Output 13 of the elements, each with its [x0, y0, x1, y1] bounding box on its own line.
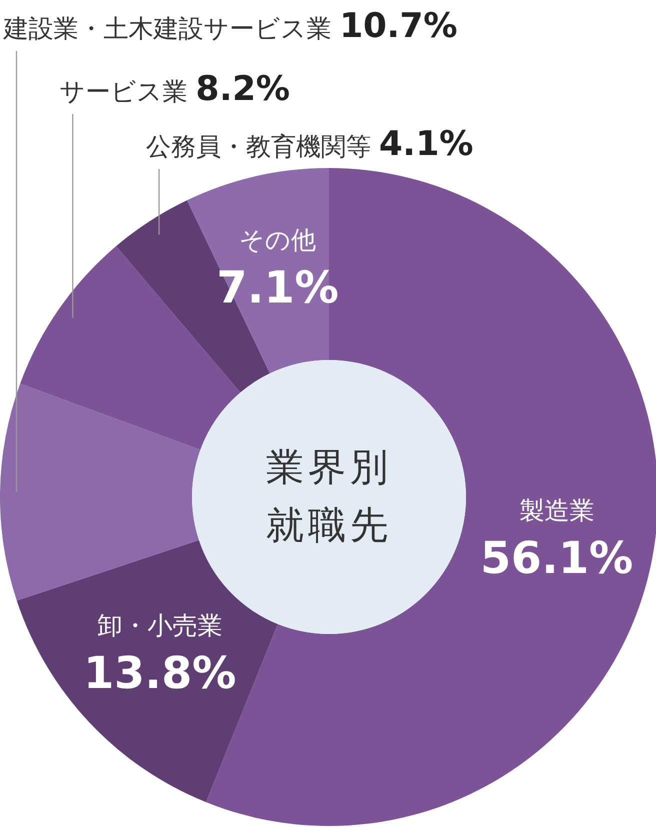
- data-label: 4.1%: [379, 124, 474, 164]
- slice-label: サービス業: [60, 77, 196, 106]
- data-label: 56.1%: [480, 533, 634, 584]
- slice-label: 建設業・土木建設サービス業: [2, 14, 340, 43]
- data-label: 13.8%: [84, 648, 236, 699]
- data-label: 7.1%: [216, 262, 339, 314]
- slice-label: 公務員・教育機関等: [146, 132, 379, 161]
- text: 業界別就職先: [266, 445, 392, 547]
- slice-label: 卸・小売業: [97, 610, 222, 640]
- slice-label: その他: [239, 226, 316, 255]
- slice-label: 製造業: [519, 496, 594, 526]
- data-label: 10.7%: [339, 6, 458, 46]
- data-label: 8.2%: [196, 69, 290, 109]
